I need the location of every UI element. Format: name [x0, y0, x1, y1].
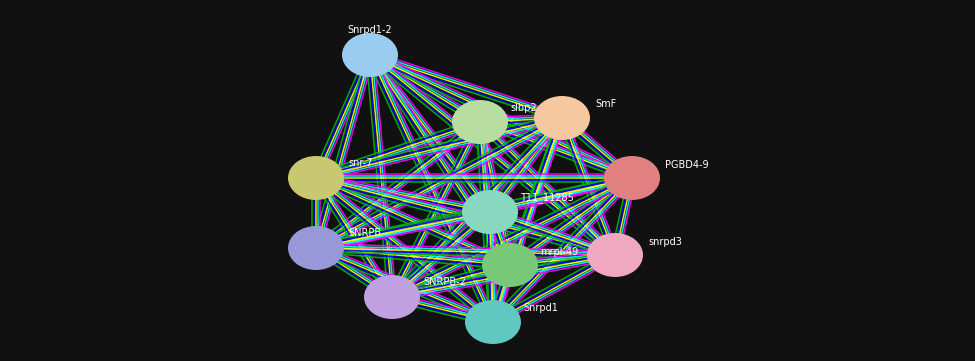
- Text: slbp2: slbp2: [510, 103, 536, 113]
- Ellipse shape: [534, 96, 590, 140]
- Ellipse shape: [342, 33, 398, 77]
- Text: PGBD4-9: PGBD4-9: [665, 160, 709, 170]
- Ellipse shape: [288, 226, 344, 270]
- Ellipse shape: [482, 243, 538, 287]
- Text: Snrpd1: Snrpd1: [523, 303, 558, 313]
- Text: SNRPB: SNRPB: [348, 228, 381, 238]
- Text: SmF: SmF: [595, 99, 616, 109]
- Text: SNRPB-2: SNRPB-2: [423, 277, 466, 287]
- Text: snr-7: snr-7: [348, 158, 372, 168]
- Ellipse shape: [364, 275, 420, 319]
- Ellipse shape: [288, 156, 344, 200]
- Text: Snrpd1-2: Snrpd1-2: [348, 25, 392, 35]
- Text: mrpl-49: mrpl-49: [540, 247, 578, 257]
- Ellipse shape: [465, 300, 521, 344]
- Ellipse shape: [604, 156, 660, 200]
- Ellipse shape: [587, 233, 643, 277]
- Text: snrpd3: snrpd3: [648, 237, 682, 247]
- Ellipse shape: [462, 190, 518, 234]
- Ellipse shape: [452, 100, 508, 144]
- Text: T11_11285: T11_11285: [520, 192, 574, 204]
